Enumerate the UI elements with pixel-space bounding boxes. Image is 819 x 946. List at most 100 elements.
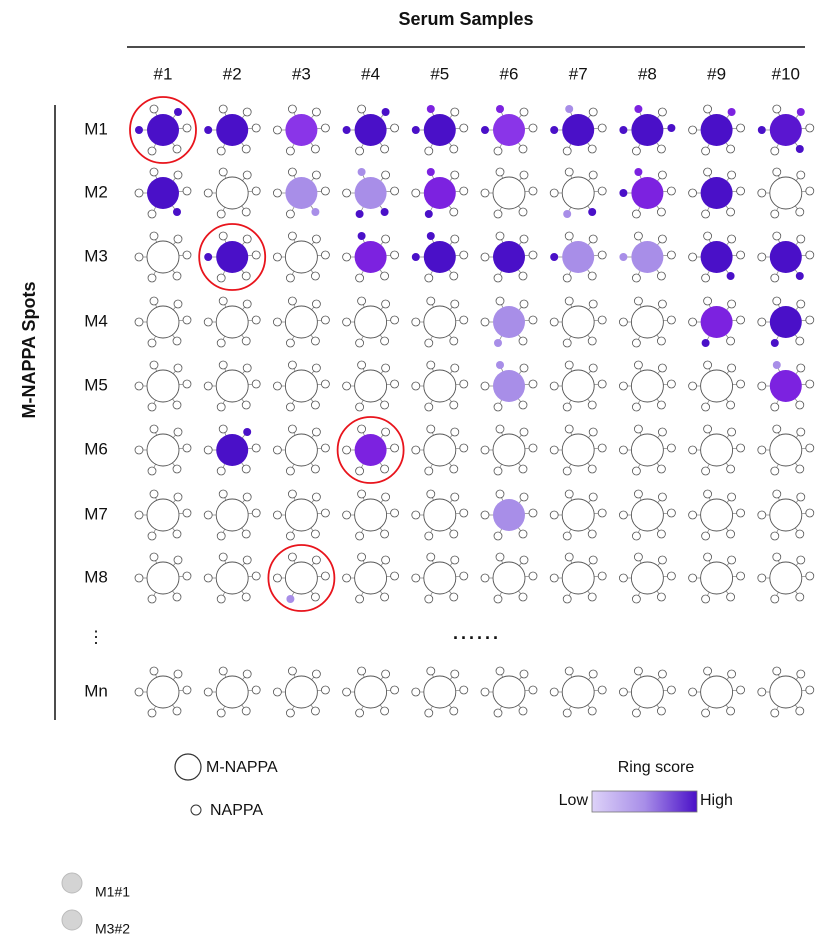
nappa-spot: [412, 688, 420, 696]
option-label[interactable]: M1#1: [95, 884, 130, 900]
m-nappa-spot: [493, 306, 525, 338]
nappa-spot: [619, 574, 627, 582]
nappa-spot: [321, 316, 329, 324]
nappa-spot: [529, 572, 537, 580]
m-nappa-spot: [216, 499, 248, 531]
nappa-spot: [598, 124, 606, 132]
nappa-spot: [598, 380, 606, 388]
nappa-spot: [412, 574, 420, 582]
nappa-spot: [425, 532, 433, 540]
m-nappa-spot: [701, 370, 733, 402]
nappa-spot: [204, 318, 212, 326]
spot-cell: [273, 297, 329, 347]
nappa-spot: [588, 707, 596, 715]
nappa-spot: [737, 509, 745, 517]
nappa-spot: [550, 126, 558, 134]
nappa-spot: [481, 253, 489, 261]
m-nappa-spot: [424, 676, 456, 708]
nappa-spot: [619, 382, 627, 390]
spot-cell: [758, 297, 814, 347]
nappa-spot: [312, 235, 320, 243]
nappa-spot: [737, 187, 745, 195]
nappa-spot: [460, 124, 468, 132]
spot-cell: [481, 105, 537, 155]
spot-cell: [550, 553, 606, 603]
option-radio[interactable]: [62, 910, 82, 930]
nappa-spot: [797, 364, 805, 372]
nappa-spot: [773, 667, 781, 675]
nappa-spot: [217, 210, 225, 218]
spot-cell: [619, 425, 675, 475]
nappa-spot: [150, 425, 158, 433]
nappa-spot: [382, 428, 390, 436]
spot-cell: [204, 168, 260, 218]
nappa-spot: [529, 251, 537, 259]
m-nappa-spot: [355, 676, 387, 708]
nappa-spot: [806, 251, 814, 259]
nappa-spot: [311, 530, 319, 538]
nappa-spot: [737, 380, 745, 388]
nappa-spot: [481, 574, 489, 582]
row-label: M2: [84, 182, 108, 201]
nappa-spot: [311, 208, 319, 216]
spot-cell: [689, 297, 745, 347]
nappa-spot: [589, 300, 597, 308]
nappa-spot: [598, 251, 606, 259]
nappa-spot: [312, 428, 320, 436]
nappa-spot: [356, 595, 364, 603]
nappa-spot: [135, 688, 143, 696]
nappa-spot: [563, 274, 571, 282]
nappa-spot: [356, 467, 364, 475]
m-nappa-spot: [216, 562, 248, 594]
nappa-spot: [242, 272, 250, 280]
nappa-spot: [450, 465, 458, 473]
nappa-spot: [391, 686, 399, 694]
nappa-spot: [173, 465, 181, 473]
m-nappa-spot: [285, 114, 317, 146]
nappa-spot: [391, 316, 399, 324]
nappa-spot: [356, 709, 364, 717]
nappa-spot: [150, 232, 158, 240]
nappa-spot: [391, 380, 399, 388]
nappa-spot: [657, 337, 665, 345]
nappa-spot: [219, 425, 227, 433]
nappa-spot: [550, 318, 558, 326]
m-nappa-spot: [493, 562, 525, 594]
nappa-spot: [496, 105, 504, 113]
row-label: M4: [84, 311, 108, 330]
nappa-spot: [460, 444, 468, 452]
nappa-spot: [425, 210, 433, 218]
m-nappa-spot: [285, 177, 317, 209]
nappa-spot: [773, 297, 781, 305]
m-nappa-spot: [285, 676, 317, 708]
nappa-spot: [619, 126, 627, 134]
spot-cell: [758, 105, 814, 155]
nappa-spot: [529, 380, 537, 388]
nappa-spot: [589, 670, 597, 678]
nappa-spot: [496, 667, 504, 675]
nappa-spot: [773, 361, 781, 369]
nappa-spot: [588, 145, 596, 153]
option-label[interactable]: M3#2: [95, 921, 130, 937]
nappa-spot: [286, 467, 294, 475]
nappa-spot: [563, 595, 571, 603]
nappa-spot: [356, 210, 364, 218]
nappa-spot: [771, 274, 779, 282]
nappa-spot: [496, 553, 504, 561]
nappa-spot: [771, 467, 779, 475]
spot-cell: [758, 361, 814, 411]
nappa-spot: [343, 511, 351, 519]
nappa-spot: [588, 337, 596, 345]
nappa-spot: [391, 187, 399, 195]
nappa-spot: [634, 297, 642, 305]
nappa-spot: [425, 467, 433, 475]
option-radio[interactable]: [62, 873, 82, 893]
nappa-spot: [520, 108, 528, 116]
nappa-spot: [321, 187, 329, 195]
nappa-spot: [704, 490, 712, 498]
nappa-spot: [148, 595, 156, 603]
nappa-spot: [412, 382, 420, 390]
spot-cell: [689, 361, 745, 411]
m-nappa-spot: [147, 306, 179, 338]
nappa-spot: [174, 235, 182, 243]
